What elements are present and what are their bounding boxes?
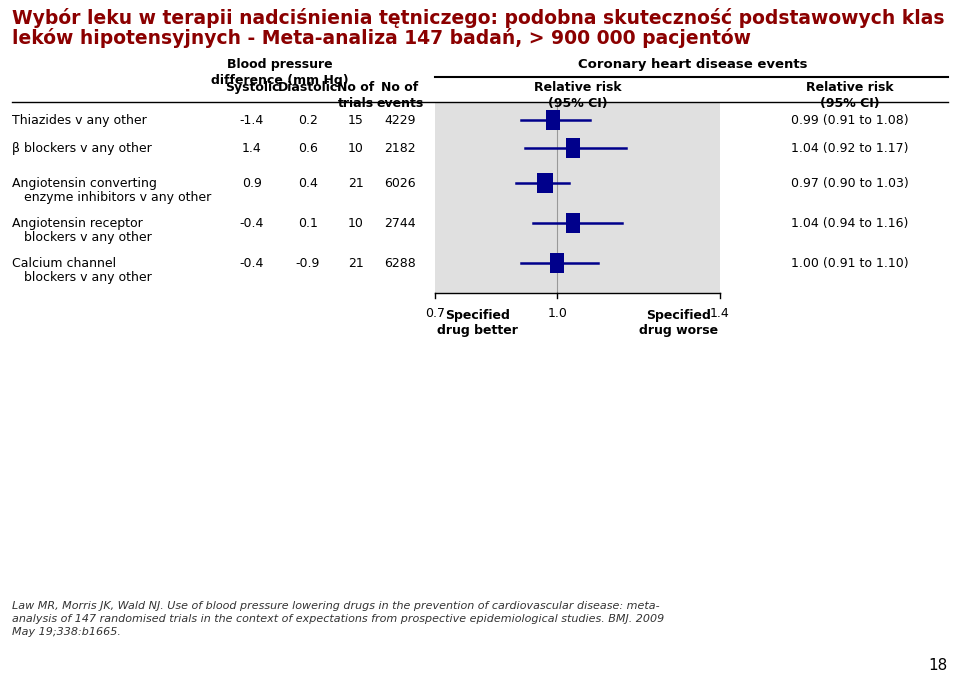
Text: 10: 10 bbox=[348, 216, 364, 229]
Text: enzyme inhibitors v any other: enzyme inhibitors v any other bbox=[12, 191, 211, 204]
Text: β blockers v any other: β blockers v any other bbox=[12, 142, 152, 155]
Text: 1.04 (0.94 to 1.16): 1.04 (0.94 to 1.16) bbox=[791, 216, 909, 229]
Text: 21: 21 bbox=[348, 256, 364, 269]
Text: 0.6: 0.6 bbox=[298, 142, 318, 155]
Text: 1.04 (0.92 to 1.17): 1.04 (0.92 to 1.17) bbox=[791, 142, 909, 155]
Bar bbox=[546, 110, 560, 130]
Bar bbox=[435, 102, 720, 293]
Text: blockers v any other: blockers v any other bbox=[12, 231, 152, 243]
Text: Angiotensin receptor: Angiotensin receptor bbox=[12, 216, 143, 229]
Text: 4229: 4229 bbox=[384, 113, 416, 126]
Text: 18: 18 bbox=[928, 658, 948, 673]
Text: 10: 10 bbox=[348, 142, 364, 155]
Text: 15: 15 bbox=[348, 113, 364, 126]
Text: 2744: 2744 bbox=[384, 216, 416, 229]
Text: 0.7: 0.7 bbox=[425, 307, 445, 320]
Text: Coronary heart disease events: Coronary heart disease events bbox=[578, 58, 807, 71]
Bar bbox=[537, 173, 553, 193]
Text: -1.4: -1.4 bbox=[240, 113, 264, 126]
Text: Law MR, Morris JK, Wald NJ. Use of blood pressure lowering drugs in the preventi: Law MR, Morris JK, Wald NJ. Use of blood… bbox=[12, 601, 664, 637]
Bar bbox=[550, 253, 564, 273]
Text: 0.2: 0.2 bbox=[298, 113, 318, 126]
Text: 1.4: 1.4 bbox=[242, 142, 262, 155]
Text: 1.4: 1.4 bbox=[710, 307, 730, 320]
Bar bbox=[566, 213, 581, 233]
Text: 1.00 (0.91 to 1.10): 1.00 (0.91 to 1.10) bbox=[791, 256, 909, 269]
Text: Specified
drug worse: Specified drug worse bbox=[638, 309, 718, 337]
Text: No of
trials: No of trials bbox=[337, 81, 374, 110]
Text: 0.1: 0.1 bbox=[298, 216, 318, 229]
Text: Systolic: Systolic bbox=[225, 81, 279, 94]
Text: Specified
drug better: Specified drug better bbox=[437, 309, 517, 337]
Text: No of
events: No of events bbox=[376, 81, 423, 110]
Text: Thiazides v any other: Thiazides v any other bbox=[12, 113, 147, 126]
Text: 1.0: 1.0 bbox=[547, 307, 567, 320]
Text: blockers v any other: blockers v any other bbox=[12, 270, 152, 283]
Text: 21: 21 bbox=[348, 176, 364, 189]
Text: Relative risk
(95% CI): Relative risk (95% CI) bbox=[806, 81, 894, 110]
Text: 0.9: 0.9 bbox=[242, 176, 262, 189]
Text: 0.4: 0.4 bbox=[298, 176, 318, 189]
Text: -0.4: -0.4 bbox=[240, 216, 264, 229]
Text: 6288: 6288 bbox=[384, 256, 416, 269]
Text: leków hipotensyjnych - Meta-analiza 147 badań, > 900 000 pacjentów: leków hipotensyjnych - Meta-analiza 147 … bbox=[12, 28, 751, 48]
Text: 0.97 (0.90 to 1.03): 0.97 (0.90 to 1.03) bbox=[791, 176, 909, 189]
Text: Calcium channel: Calcium channel bbox=[12, 256, 116, 269]
Text: Diastolic: Diastolic bbox=[277, 81, 338, 94]
Text: 0.99 (0.91 to 1.08): 0.99 (0.91 to 1.08) bbox=[791, 113, 909, 126]
Text: -0.4: -0.4 bbox=[240, 256, 264, 269]
Text: Angiotensin converting: Angiotensin converting bbox=[12, 176, 156, 189]
Text: Relative risk
(95% CI): Relative risk (95% CI) bbox=[534, 81, 621, 110]
Text: Blood pressure
difference (mm Hg): Blood pressure difference (mm Hg) bbox=[211, 58, 348, 87]
Bar bbox=[566, 138, 581, 158]
Text: 2182: 2182 bbox=[384, 142, 416, 155]
Text: Wybór leku w terapii nadciśnienia tętniczego: podobna skuteczność podstawowych k: Wybór leku w terapii nadciśnienia tętnic… bbox=[12, 8, 945, 28]
Text: -0.9: -0.9 bbox=[296, 256, 321, 269]
Text: 6026: 6026 bbox=[384, 176, 416, 189]
